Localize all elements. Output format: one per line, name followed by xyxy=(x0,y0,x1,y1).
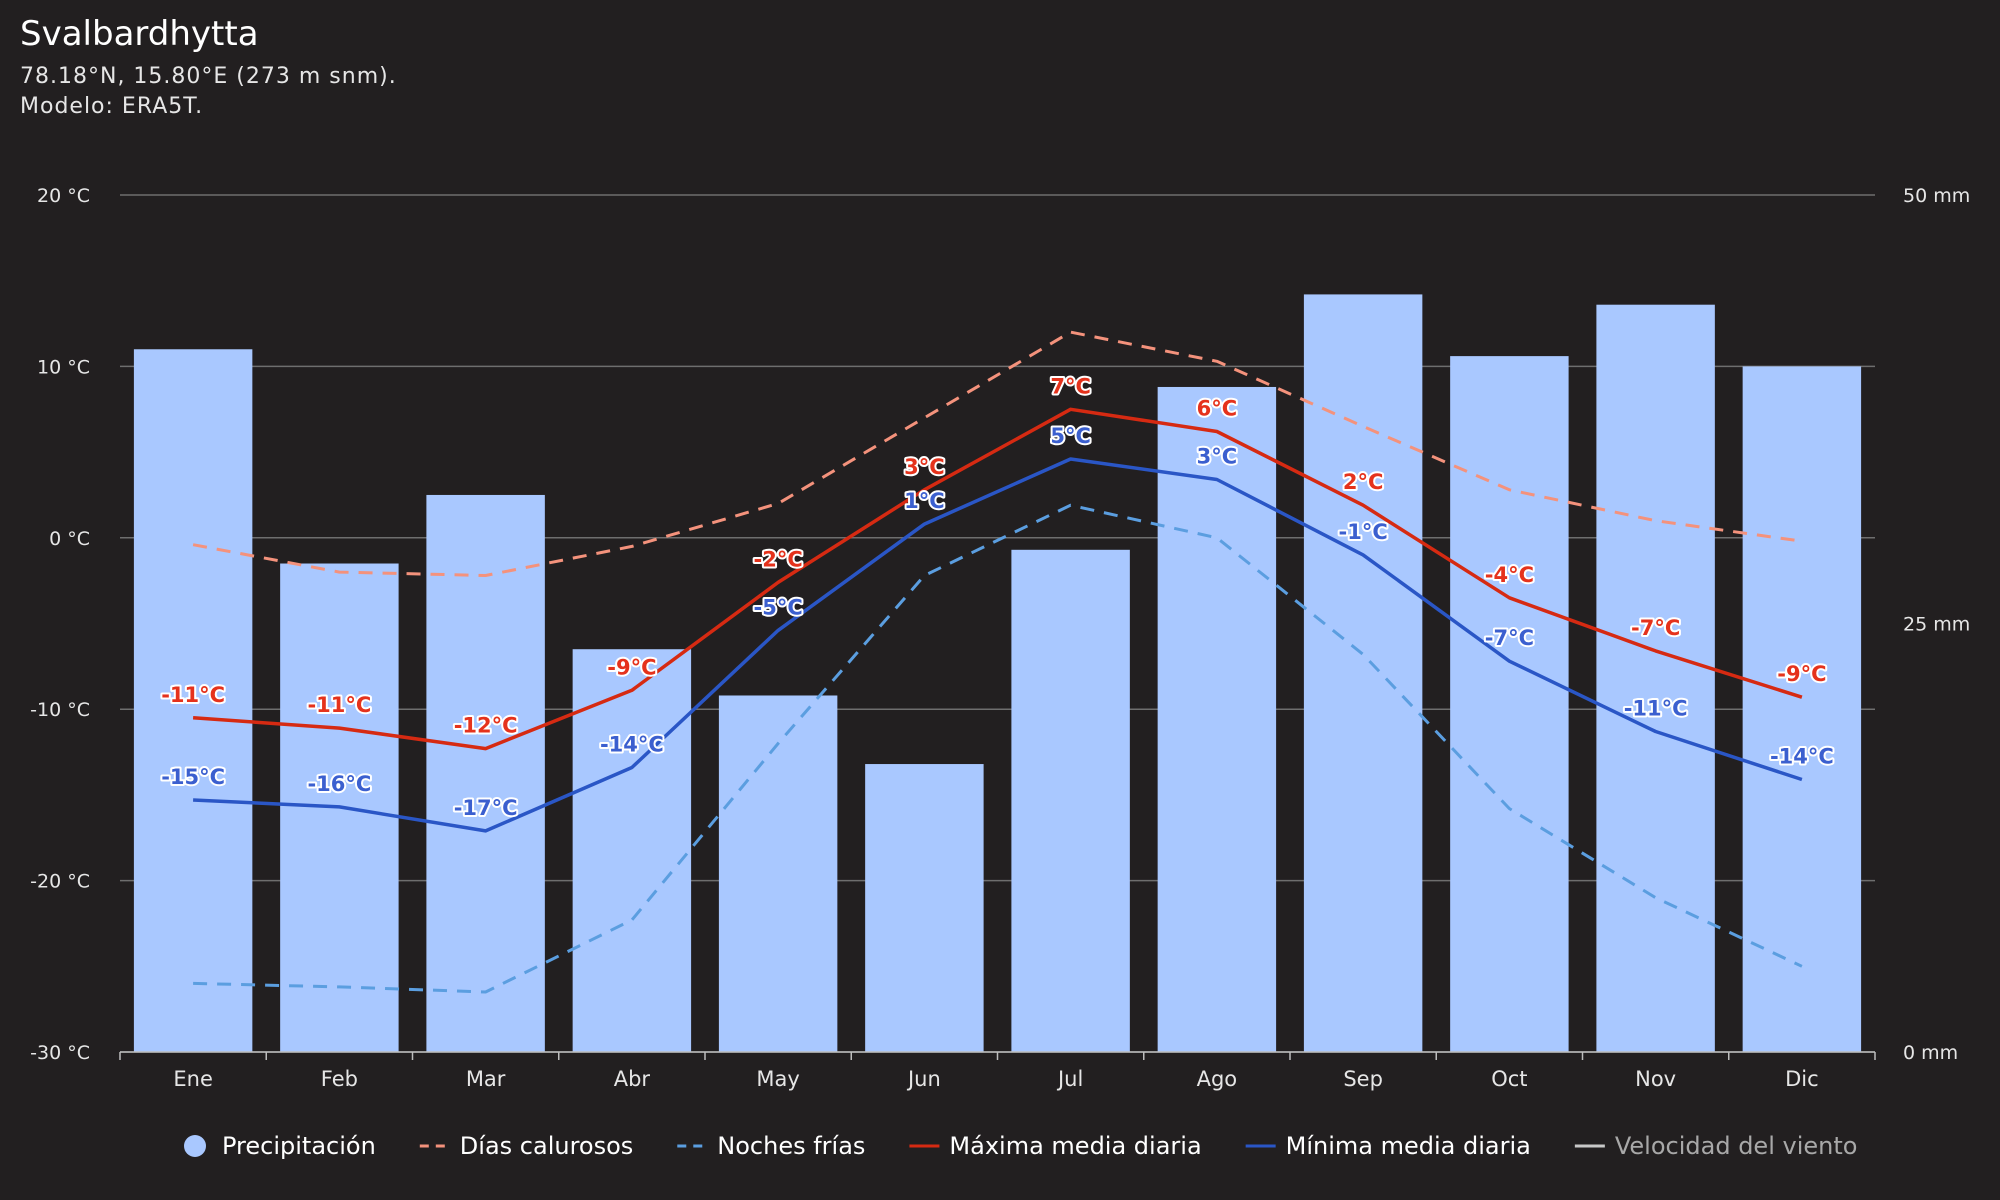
data-label-maxima-media-diaria: 6°C xyxy=(1197,397,1238,421)
y-right-tick-label: 0 mm xyxy=(1903,1042,1958,1064)
precipitation-bar xyxy=(133,349,253,1052)
data-label-minima-media-diaria: -7°C xyxy=(1485,626,1534,650)
data-label-maxima-media-diaria: -4°C xyxy=(1485,563,1534,587)
data-label-minima-media-diaria: -14°C xyxy=(1770,744,1834,768)
x-axis-category-label: Jun xyxy=(906,1067,941,1091)
data-label-minima-media-diaria: -1°C xyxy=(1339,520,1388,544)
precipitation-bars xyxy=(133,294,1862,1053)
y-left-tick-label: -20 °C xyxy=(30,871,90,893)
precipitation-bar xyxy=(426,494,545,1052)
data-label-minima-media-diaria: -17°C xyxy=(454,796,518,820)
legend-label: Velocidad del viento xyxy=(1615,1132,1858,1160)
x-axis-category-label: Ene xyxy=(173,1067,213,1091)
data-label-maxima-media-diaria: -11°C xyxy=(161,683,225,707)
x-axis-category-label: Feb xyxy=(321,1067,358,1091)
y-left-tick-label: -10 °C xyxy=(30,699,90,721)
x-axis-category-label: Mar xyxy=(466,1067,506,1091)
line-minima-media-diaria xyxy=(193,457,1803,833)
data-label-minima-media-diaria: 5°C xyxy=(1050,424,1091,448)
y-right-tick-label: 25 mm xyxy=(1903,614,1970,636)
x-axis-category-label: Oct xyxy=(1491,1067,1527,1091)
y-left-tick-label: 10 °C xyxy=(37,356,90,378)
legend-label: Mínima media diaria xyxy=(1286,1132,1531,1160)
data-label-minima-media-diaria: -14°C xyxy=(600,732,664,756)
data-label-minima-media-diaria: 3°C xyxy=(1197,445,1238,469)
precipitation-bar xyxy=(1450,356,1569,1053)
legend-label: Precipitación xyxy=(222,1132,376,1160)
data-label-minima-media-diaria: -5°C xyxy=(754,595,803,619)
axes: 20 °C 10 °C 0 °C -10 °C -20 °C -30 °C 50 mm 25 … xyxy=(30,185,1970,1091)
y-left-tick-label: 20 °C xyxy=(37,185,90,207)
data-label-maxima-media-diaria: -2°C xyxy=(754,547,803,571)
precipitation-bar xyxy=(1596,304,1715,1052)
chart-subtitle-coordinates: 78.18°N, 15.80°E (273 m snm). xyxy=(20,64,397,89)
x-axis-category-label: Dic xyxy=(1785,1067,1819,1091)
chart-title: Svalbardhytta xyxy=(20,14,259,54)
legend-symbol xyxy=(184,1135,206,1157)
y-left-tick-label: -30 °C xyxy=(30,1042,90,1064)
precipitation-bar xyxy=(1742,366,1862,1052)
precipitation-bar xyxy=(718,695,838,1052)
line-dias-calurosos xyxy=(192,330,1803,577)
data-label-maxima-media-diaria: 7°C xyxy=(1050,374,1091,398)
legend[interactable]: Precipitación Días calurosos Noches frías M… xyxy=(184,1132,1857,1160)
x-axis-category-label: May xyxy=(756,1067,799,1091)
legend-item-velocidad-del-viento[interactable]: Velocidad del viento xyxy=(1574,1132,1858,1160)
legend-item-noches-frias[interactable]: Noches frías xyxy=(677,1132,865,1160)
legend-item-dias-calurosos[interactable]: Días calurosos xyxy=(419,1132,633,1160)
data-label-maxima-media-diaria: -7°C xyxy=(1631,616,1680,640)
precipitation-bar xyxy=(572,649,692,1052)
data-label-minima-media-diaria: -15°C xyxy=(161,765,225,789)
data-label-minima-media-diaria: 1°C xyxy=(904,489,945,513)
data-label-minima-media-diaria: -11°C xyxy=(1624,696,1688,720)
x-axis-category-label: Ago xyxy=(1197,1067,1238,1091)
temperature-lines xyxy=(192,330,1803,994)
legend-label: Máxima media diaria xyxy=(949,1132,1201,1160)
precipitation-bar xyxy=(865,764,984,1052)
legend-label: Días calurosos xyxy=(460,1132,633,1160)
temperature-data-labels: -11°C -11°C -12°C -9°C -2°C 3°C 7°C 6°C 2°C -4°C -… xyxy=(159,372,1836,822)
legend-item-maxima-media-diaria[interactable]: Máxima media diaria xyxy=(909,1132,1202,1160)
data-label-maxima-media-diaria: -12°C xyxy=(454,714,518,738)
x-axis-category-label: Sep xyxy=(1343,1067,1383,1091)
legend-label: Noches frías xyxy=(717,1132,865,1160)
precipitation-bar xyxy=(1303,294,1423,1052)
data-label-maxima-media-diaria: -11°C xyxy=(307,693,371,717)
legend-item-precipitacion[interactable]: Precipitación xyxy=(184,1132,376,1160)
data-label-maxima-media-diaria: -9°C xyxy=(607,655,656,679)
line-maxima-media-diaria xyxy=(192,407,1803,751)
data-label-minima-media-diaria: -16°C xyxy=(307,772,371,796)
y-right-tick-label: 50 mm xyxy=(1903,185,1970,207)
precipitation-bar xyxy=(1157,386,1277,1052)
data-label-maxima-media-diaria: 3°C xyxy=(904,455,945,479)
line-noches-frias xyxy=(193,503,1803,994)
x-axis-category-label: Nov xyxy=(1635,1067,1676,1091)
y-left-tick-label: 0 °C xyxy=(49,528,90,550)
x-axis-category-label: Jul xyxy=(1056,1067,1083,1091)
data-label-maxima-media-diaria: 2°C xyxy=(1343,470,1384,494)
legend-item-minima-media-diaria[interactable]: Mínima media diaria xyxy=(1245,1132,1531,1160)
x-axis-category-label: Abr xyxy=(614,1067,651,1091)
chart-subtitle-model: Modelo: ERA5T. xyxy=(20,94,203,119)
data-label-maxima-media-diaria: -9°C xyxy=(1777,662,1826,686)
precipitation-bar xyxy=(1011,549,1130,1052)
